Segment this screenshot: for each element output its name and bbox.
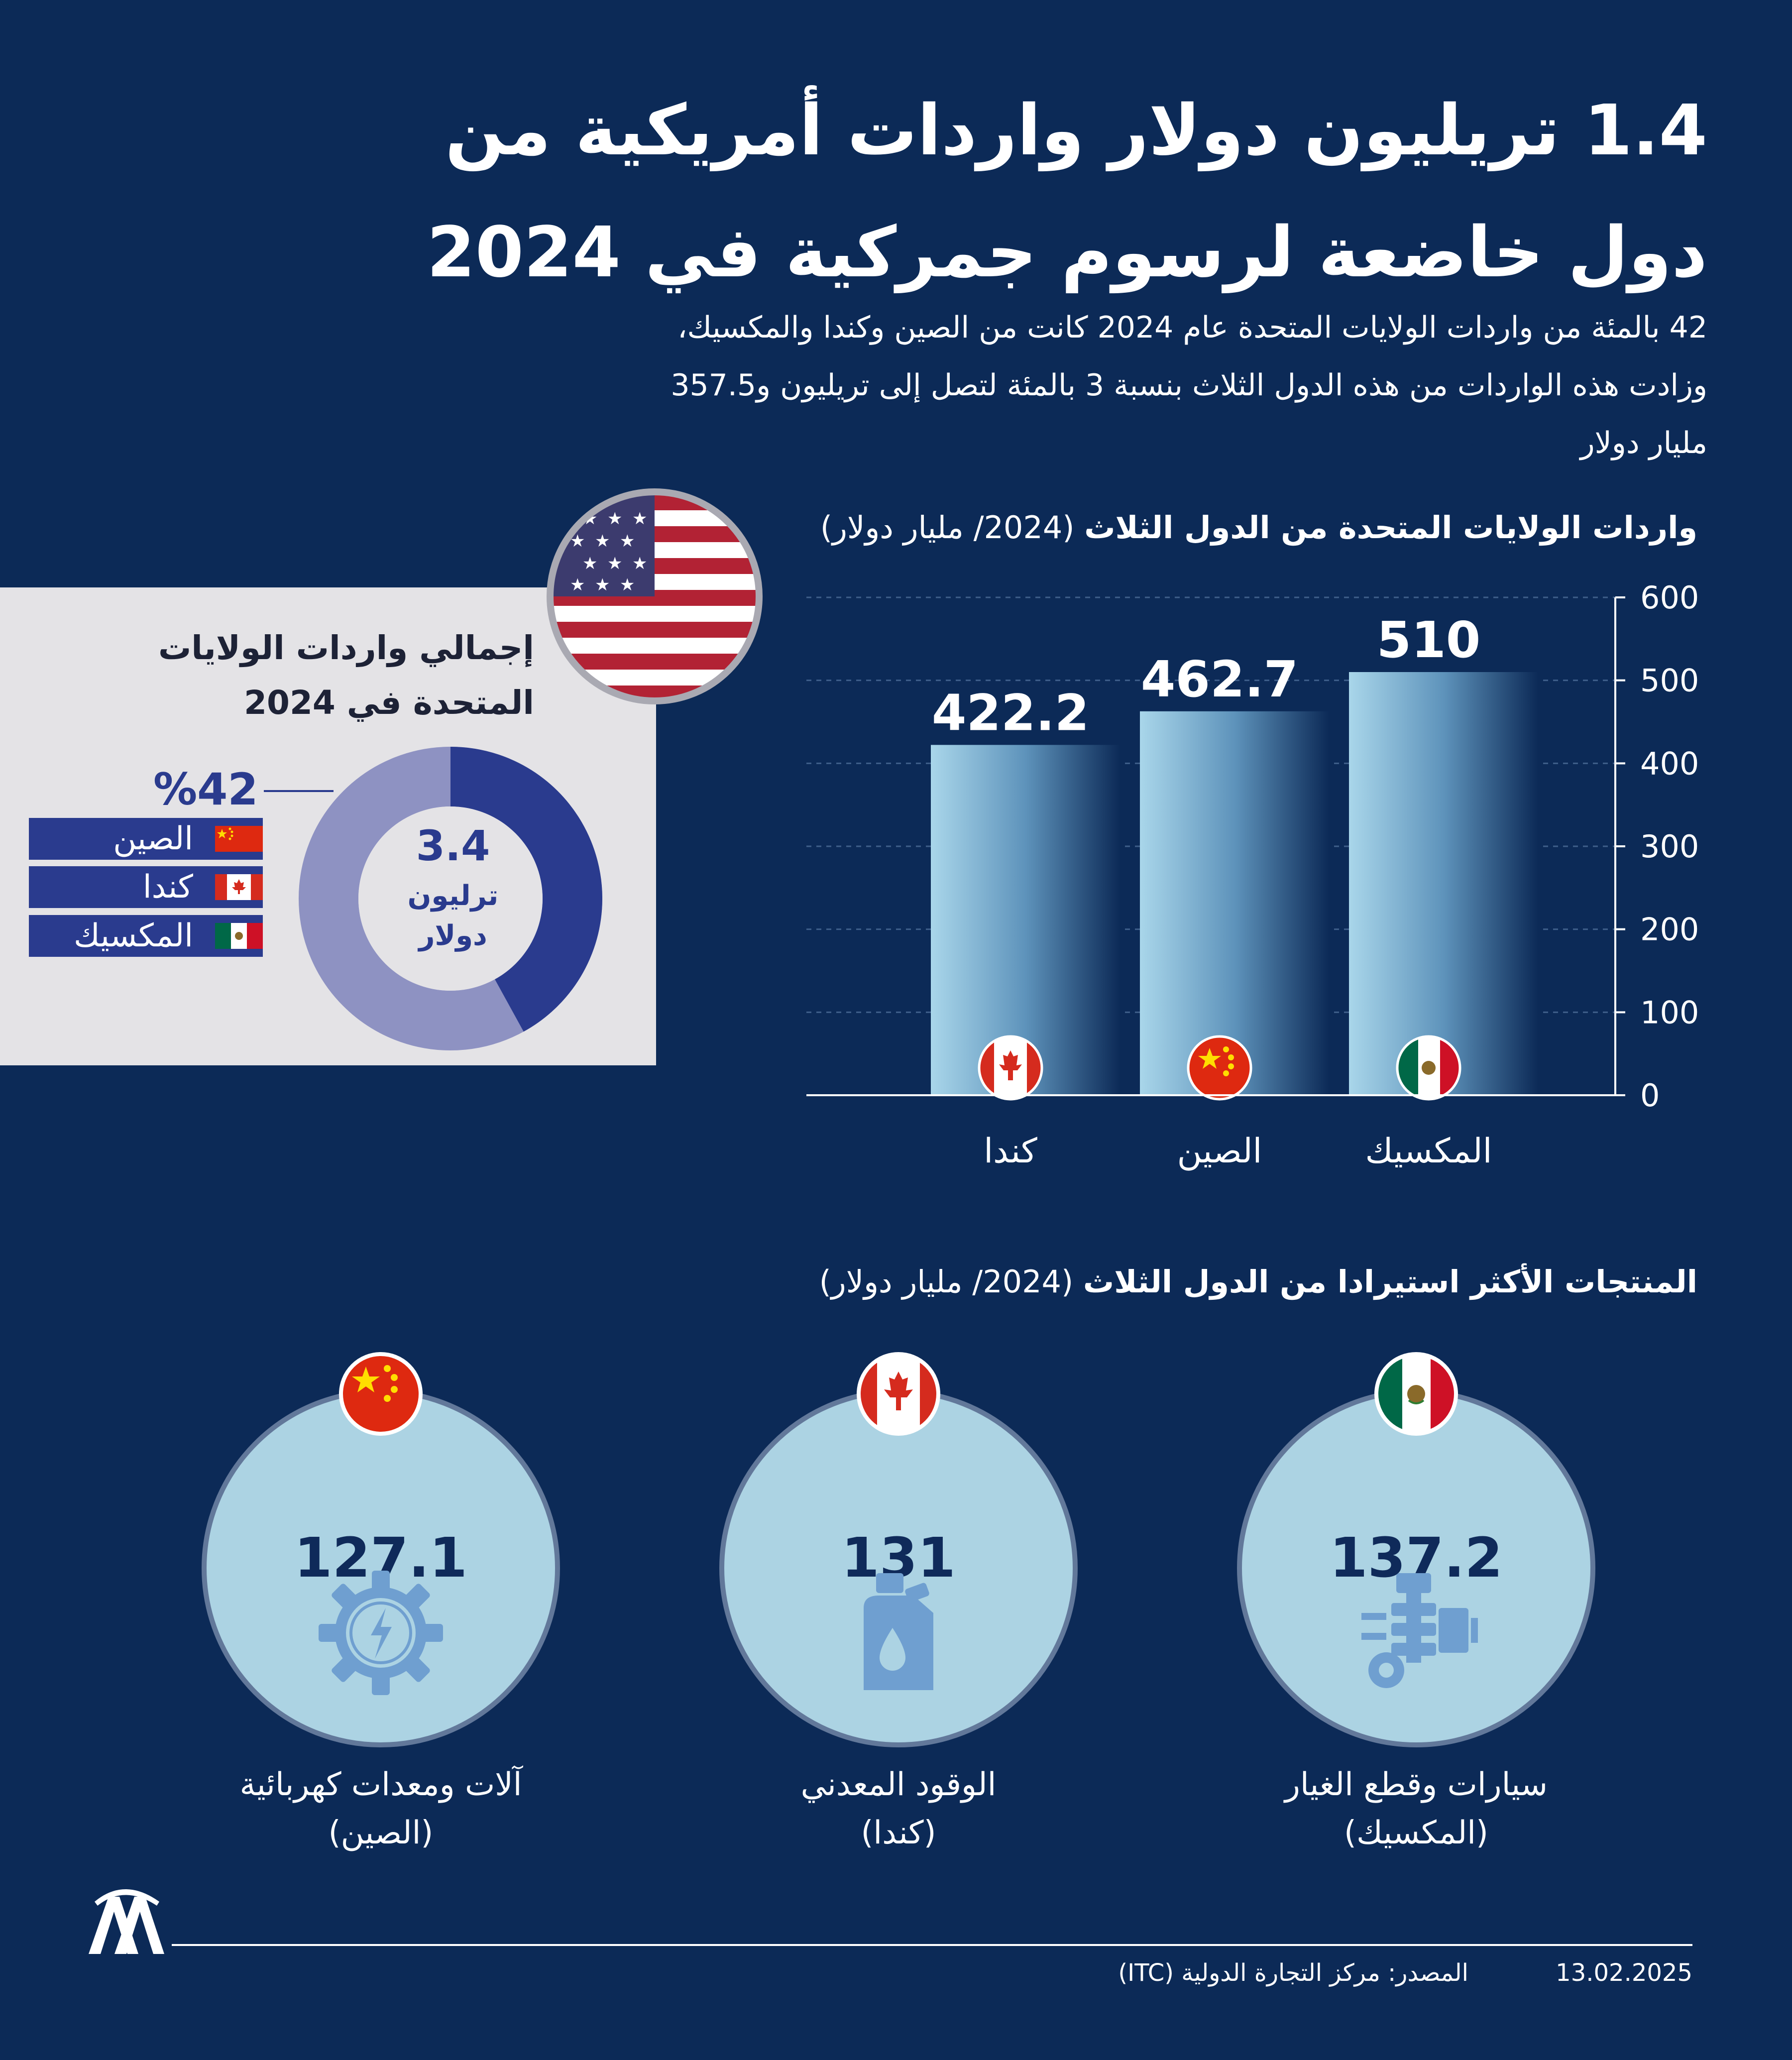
svg-text:★: ★ — [582, 554, 597, 573]
mexico-flag-icon — [215, 923, 263, 949]
bar-chart-heading-unit: (2024/ مليار دولار) — [820, 509, 1075, 546]
y-tick-label: 100 — [1640, 994, 1699, 1030]
page-title: 1.4 تريليون دولار واردات أمريكية من دول … — [413, 70, 1707, 314]
donut-segment-three-countries — [449, 747, 602, 1032]
bar-value-label: 510 — [1377, 611, 1481, 669]
y-tick-label: 300 — [1640, 828, 1699, 865]
bar-chart: 422.2 462.7 510 0 100 200 300 400 500 600 كندا الص… — [806, 579, 1699, 1171]
product-country-china: (الصين) — [328, 1815, 434, 1851]
china-flag-icon — [215, 826, 263, 852]
title-line-2: دول خاضعة لرسوم جمركية في 2024 — [427, 212, 1707, 293]
electric-gear-icon — [319, 1571, 443, 1695]
y-tick-label: 500 — [1640, 663, 1699, 699]
y-tick-label: 200 — [1640, 912, 1699, 948]
mexico-flag-icon — [1396, 1035, 1461, 1101]
country-tag-label: الصين — [113, 820, 193, 857]
bar-value-label: 462.7 — [1141, 650, 1298, 708]
share-leader-line — [264, 790, 334, 792]
aa-logo — [89, 1889, 164, 1954]
svg-text:★: ★ — [607, 509, 622, 529]
products-heading: المنتجات الأكثر استيرادا من الدول الثلاث… — [652, 1259, 1697, 1304]
x-category-label: المكسيك — [1365, 1132, 1492, 1171]
canada-flag-icon — [857, 1352, 940, 1436]
china-flag-icon — [1187, 1035, 1252, 1101]
product-label-mexico: سيارات وقطع الغيار — [1285, 1766, 1548, 1803]
y-tick-label: 0 — [1640, 1077, 1660, 1114]
bar-chart-heading: واردات الولايات المتحدة من الدول الثلاث … — [652, 505, 1697, 550]
mexico-flag-icon — [1374, 1352, 1458, 1436]
bar — [1349, 672, 1538, 1095]
title-line-1: 1.4 تريليون دولار واردات أمريكية من — [445, 90, 1707, 171]
subtitle-line-1: 42 بالمئة من واردات الولايات المتحدة عام… — [677, 310, 1707, 345]
country-tag-label: المكسيك — [74, 917, 193, 954]
canada-flag-icon — [978, 1035, 1043, 1101]
x-category-label: كندا — [984, 1132, 1037, 1171]
total-panel-title-line-2: المتحدة في 2024 — [244, 684, 534, 722]
donut-total-unit-line-2: دولار — [419, 919, 487, 952]
donut-total-unit-line-1: ترليون — [407, 880, 499, 912]
y-tick-label: 400 — [1640, 745, 1699, 782]
car-engine-icon — [1361, 1573, 1478, 1688]
svg-text:★: ★ — [620, 531, 635, 551]
usa-flag-icon: ★ ★ ★ ★ ★ ★ ★ ★ ★ ★ ★ ★ — [547, 488, 763, 704]
product-label-china: آلات ومعدات كهربائية — [239, 1766, 522, 1803]
total-imports-panel: إجمالي واردات الولايات المتحدة في 2024 %… — [0, 587, 656, 1065]
bar — [931, 745, 1120, 1095]
bar — [1140, 711, 1329, 1095]
country-tag-china: الصين — [29, 818, 263, 860]
bar-chart-heading-bold: واردات الولايات المتحدة من الدول الثلاث — [1084, 509, 1697, 546]
subtitle-line-2: وزادت هذه الواردات من هذه الدول الثلاث ب… — [671, 368, 1707, 403]
donut-total-unit: ترليون دولار — [368, 876, 538, 956]
y-tick-label: 600 — [1640, 579, 1699, 616]
bar-value-label: 422.2 — [932, 684, 1089, 742]
svg-text:★: ★ — [620, 575, 635, 595]
oil-canister-icon — [864, 1573, 933, 1690]
product-country-canada: (كندا) — [861, 1815, 936, 1851]
subtitle-line-3: مليار دولار — [1580, 426, 1707, 460]
canada-flag-icon — [215, 874, 263, 900]
products-heading-unit: (2024/ مليار دولار) — [819, 1263, 1074, 1300]
product-label-canada: الوقود المعدني — [800, 1766, 997, 1803]
footer-divider — [172, 1944, 1692, 1946]
total-panel-title-line-1: إجمالي واردات الولايات — [158, 629, 534, 667]
svg-text:★: ★ — [607, 554, 622, 573]
product-country-mexico: (المكسيك) — [1344, 1815, 1488, 1851]
svg-text:★: ★ — [570, 575, 585, 595]
subtitle: 42 بالمئة من واردات الولايات المتحدة عام… — [363, 299, 1707, 472]
donut-total-value: 3.4 — [416, 821, 490, 870]
products-heading-bold: المنتجات الأكثر استيرادا من الدول الثلاث — [1083, 1263, 1697, 1300]
total-panel-title: إجمالي واردات الولايات المتحدة في 2024 — [86, 621, 534, 730]
china-flag-icon — [339, 1352, 423, 1436]
svg-text:★: ★ — [595, 575, 610, 595]
svg-text:★: ★ — [632, 509, 647, 529]
country-tag-canada: كندا — [29, 866, 263, 908]
svg-text:★: ★ — [632, 554, 647, 573]
country-tag-label: كندا — [142, 869, 193, 906]
imports-share-donut — [299, 747, 602, 1050]
source-label: المصدر: مركز التجارة الدولية (ITC) — [1118, 1959, 1468, 1987]
country-tag-mexico: المكسيك — [29, 915, 263, 957]
svg-text:★: ★ — [595, 531, 610, 551]
x-category-label: الصين — [1177, 1132, 1262, 1171]
date-label: 13.02.2025 — [1556, 1959, 1692, 1987]
share-percent-label: %42 — [153, 764, 258, 815]
